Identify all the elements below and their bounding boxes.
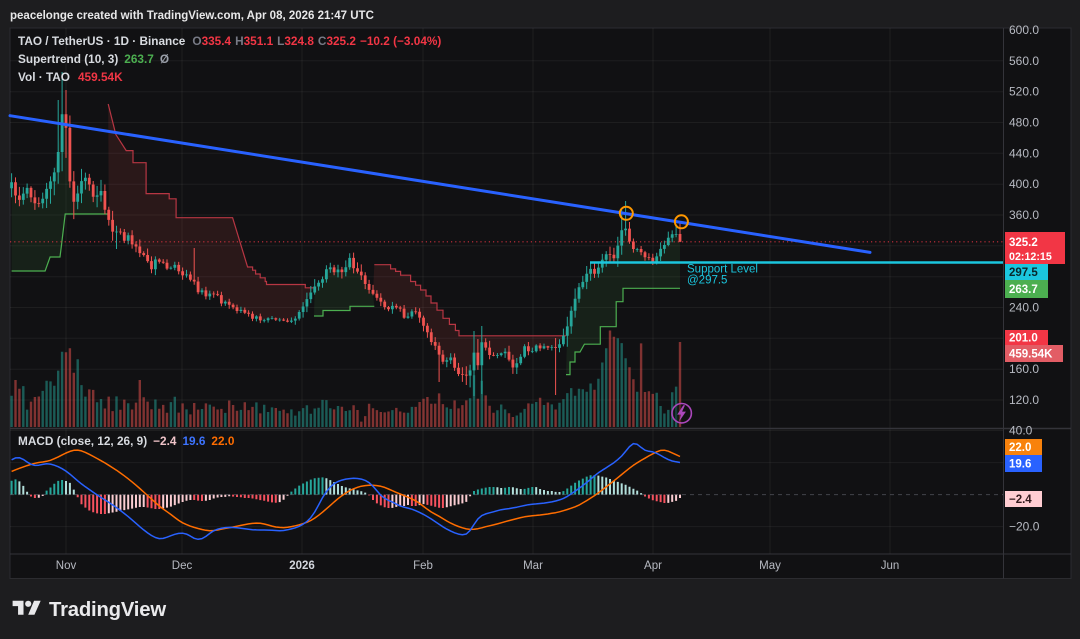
svg-text:TradingView: TradingView: [49, 599, 166, 621]
svg-text:Support Level: Support Level: [687, 264, 758, 276]
svg-text:40.0: 40.0: [1009, 424, 1033, 438]
svg-text:19.6: 19.6: [1009, 459, 1031, 471]
svg-text:Jun: Jun: [881, 560, 900, 572]
svg-text:325.2: 325.2: [1009, 237, 1038, 249]
svg-text:Supertrend (10, 3)263.7Ø: Supertrend (10, 3) 263.7 Ø: [18, 52, 169, 66]
svg-text:Apr: Apr: [644, 560, 662, 572]
svg-text:297.5: 297.5: [1009, 267, 1038, 279]
svg-text:22.0: 22.0: [1009, 442, 1031, 454]
svg-text:480.0: 480.0: [1009, 116, 1039, 130]
svg-text:560.0: 560.0: [1009, 54, 1039, 68]
svg-text:120.0: 120.0: [1009, 393, 1039, 407]
svg-text:−20.0: −20.0: [1009, 520, 1040, 534]
svg-text:MACD (close, 12, 26, 9)−2.419.: MACD (close, 12, 26, 9) −2.4 19.6 22.0: [18, 434, 235, 448]
svg-text:peacelonge created with Tradin: peacelonge created with TradingView.com,…: [10, 10, 374, 22]
svg-text:201.0: 201.0: [1009, 333, 1038, 345]
svg-text:Feb: Feb: [413, 560, 433, 572]
svg-text:2026: 2026: [289, 560, 315, 572]
svg-text:02:12:15: 02:12:15: [1009, 251, 1052, 263]
svg-text:240.0: 240.0: [1009, 301, 1039, 315]
svg-text:360.0: 360.0: [1009, 208, 1039, 222]
svg-text:Nov: Nov: [56, 560, 77, 572]
svg-text:−2.4: −2.4: [1009, 494, 1032, 506]
svg-text:May: May: [759, 560, 781, 572]
svg-text:520.0: 520.0: [1009, 85, 1039, 99]
svg-text:Dec: Dec: [172, 560, 193, 572]
svg-text:400.0: 400.0: [1009, 177, 1039, 191]
svg-text:263.7: 263.7: [1009, 284, 1038, 296]
svg-text:@297.5: @297.5: [687, 275, 727, 287]
svg-text:440.0: 440.0: [1009, 146, 1039, 160]
svg-text:600.0: 600.0: [1009, 23, 1039, 37]
svg-text:Mar: Mar: [523, 560, 543, 572]
svg-text:160.0: 160.0: [1009, 362, 1039, 376]
svg-text:459.54K: 459.54K: [1009, 349, 1053, 361]
